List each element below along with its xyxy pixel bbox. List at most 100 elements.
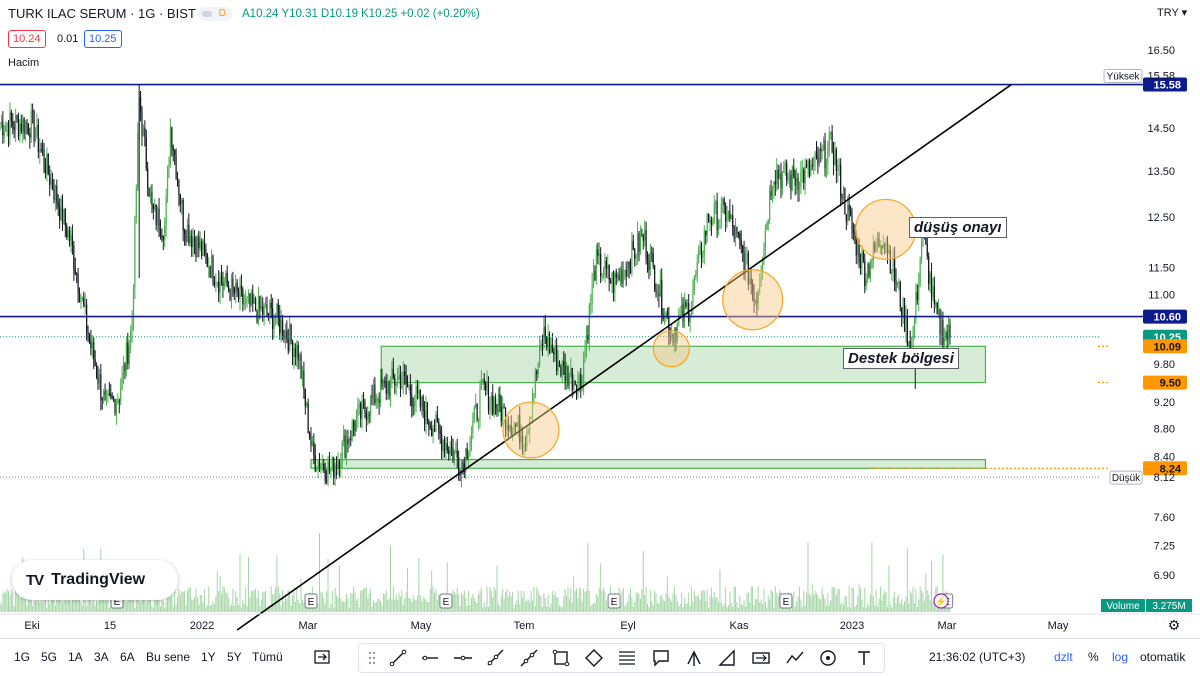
- volume-bar: [424, 598, 426, 612]
- bid-price[interactable]: 10.24: [8, 30, 46, 48]
- candle-body: [426, 402, 429, 421]
- volume-bar: [908, 603, 910, 612]
- candle-body: [242, 288, 244, 305]
- clock-readout[interactable]: 21:36:02 (UTC+3): [929, 650, 1026, 664]
- arrow-marker-icon[interactable]: [684, 648, 704, 668]
- candle-body: [814, 152, 816, 159]
- volume-bar: [412, 595, 414, 612]
- candle-body: [460, 462, 463, 477]
- adjust-toggle[interactable]: dzlt: [1054, 650, 1073, 664]
- candle-body: [892, 256, 894, 273]
- timeframe-6a[interactable]: 6A: [120, 650, 135, 664]
- circle-icon[interactable]: [818, 648, 838, 668]
- candle-body: [17, 118, 20, 137]
- candle-body: [233, 287, 235, 294]
- timeframe-1a[interactable]: 1A: [68, 650, 83, 664]
- volume-bar: [867, 603, 869, 612]
- candle-body: [408, 385, 410, 387]
- candle-body: [22, 118, 24, 132]
- candle-body: [627, 261, 629, 277]
- candle-body: [137, 132, 139, 190]
- ask-price[interactable]: 10.25: [84, 30, 122, 48]
- callout-icon[interactable]: [651, 648, 671, 668]
- rotated-rectangle-icon[interactable]: [584, 648, 604, 668]
- extended-line-icon[interactable]: [519, 648, 539, 668]
- timeframe-1g[interactable]: 1G: [14, 650, 31, 664]
- volume-bar: [476, 602, 478, 612]
- volume-bar: [641, 589, 643, 612]
- candle-body: [50, 179, 52, 185]
- candle-body: [815, 152, 818, 157]
- timeframe-5g[interactable]: 5G: [41, 650, 58, 664]
- volume-bar: [817, 595, 819, 612]
- trend-line-icon[interactable]: [388, 648, 408, 668]
- volume-bar: [546, 606, 548, 612]
- candle-body: [648, 261, 650, 271]
- compare-range-icon[interactable]: [312, 647, 332, 667]
- timeframe-tumu[interactable]: Tümü: [252, 650, 283, 664]
- volume-bar: [8, 590, 10, 612]
- timeframe-bu-sene[interactable]: Bu sene: [146, 650, 191, 664]
- volume-bar: [79, 594, 81, 612]
- fib-retracement-icon[interactable]: [617, 648, 637, 668]
- annotation-destek-bolgesi[interactable]: Destek bölgesi: [843, 348, 959, 369]
- candle-body: [778, 173, 781, 179]
- tradingview-logo[interactable]: TV TradingView: [12, 560, 178, 600]
- candle-body: [323, 463, 325, 471]
- triangle-icon[interactable]: [717, 648, 737, 668]
- rectangle-icon[interactable]: [551, 648, 571, 668]
- candle-body: [445, 443, 447, 452]
- volume-bar: [605, 600, 607, 612]
- symbol-title[interactable]: TURK ILAC SERUM · 1G · BIST: [8, 6, 196, 21]
- drag-handle-icon[interactable]: [362, 648, 382, 668]
- auto-scale-toggle[interactable]: otomatik: [1140, 650, 1186, 664]
- volume-bar: [171, 586, 173, 612]
- volume-bar: [923, 600, 925, 612]
- currency-selector[interactable]: TRY ▾: [1157, 7, 1188, 19]
- percent-toggle[interactable]: %: [1088, 650, 1099, 664]
- volume-bar: [392, 586, 394, 612]
- candle-body: [479, 389, 481, 421]
- volume-bar: [889, 604, 891, 612]
- volume-bar: [544, 597, 546, 612]
- candle-body: [443, 440, 446, 452]
- candle-body: [46, 153, 48, 174]
- path-icon[interactable]: [785, 648, 805, 668]
- candle-body: [689, 315, 691, 322]
- candle-body: [716, 201, 718, 231]
- volume-bar: [282, 590, 284, 612]
- ray-icon[interactable]: [485, 648, 505, 668]
- candle-body: [391, 368, 393, 378]
- candle-body: [465, 448, 467, 473]
- candle-body: [720, 204, 722, 220]
- settings-gear-icon[interactable]: ⚙: [1168, 617, 1181, 633]
- annotation-dusus-onayi[interactable]: düşüş onayı: [909, 217, 1007, 238]
- volume-bar: [705, 600, 707, 612]
- volume-bar: [468, 590, 470, 612]
- volume-bar: [727, 605, 729, 612]
- volume-bar: [320, 591, 322, 612]
- time-tick-label: 2023: [840, 620, 864, 632]
- text-icon[interactable]: [854, 648, 874, 668]
- log-toggle[interactable]: log: [1112, 650, 1129, 664]
- candle-body: [266, 304, 268, 314]
- volume-bar: [199, 594, 201, 612]
- volume-bar: [137, 592, 139, 612]
- candle-body: [381, 378, 383, 387]
- timeframe-3a[interactable]: 3A: [94, 650, 109, 664]
- price-chart[interactable]: EEEEEE 16.5014.5013.5012.5011.5011.009.8…: [0, 0, 1200, 638]
- timeframe-1y[interactable]: 1Y: [201, 650, 216, 664]
- candle-body: [841, 196, 843, 200]
- volume-bar: [182, 591, 184, 612]
- earnings-marker-label: E: [308, 597, 315, 608]
- timeframe-5y[interactable]: 5Y: [227, 650, 242, 664]
- horizontal-line-icon[interactable]: [453, 648, 473, 668]
- volume-bar: [492, 597, 494, 612]
- horizontal-ray-icon[interactable]: [420, 648, 440, 668]
- candle-body: [861, 252, 863, 269]
- candle-body: [703, 231, 705, 253]
- candle-body: [327, 461, 329, 481]
- volume-bar: [172, 607, 174, 612]
- date-range-icon[interactable]: [751, 648, 771, 668]
- candle-body: [66, 225, 68, 238]
